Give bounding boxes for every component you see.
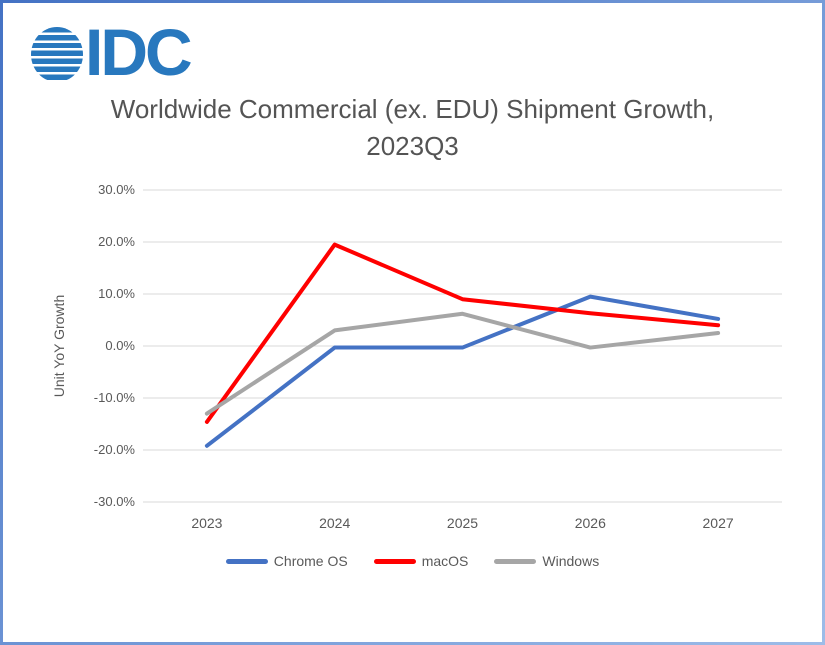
legend-item-chrome-os: Chrome OS bbox=[225, 553, 348, 569]
chart-title-line1: Worldwide Commercial (ex. EDU) Shipment … bbox=[110, 94, 715, 124]
y-tick-label: -20.0% bbox=[93, 442, 135, 457]
x-category-label: 2027 bbox=[702, 515, 734, 531]
legend-line-icon bbox=[494, 558, 537, 564]
idc-logo-text: IDC bbox=[85, 14, 193, 89]
legend-label: Windows bbox=[542, 553, 600, 569]
series-line-macos bbox=[204, 242, 721, 424]
y-tick-label: 10.0% bbox=[98, 286, 135, 301]
series-line-chrome-os bbox=[204, 294, 721, 448]
x-category-label: 2024 bbox=[319, 515, 351, 531]
y-tick-label: -30.0% bbox=[93, 494, 135, 509]
idc-globe-icon bbox=[31, 27, 83, 82]
x-category-label: 2023 bbox=[191, 515, 223, 531]
legend-line-icon bbox=[225, 558, 268, 564]
y-tick-label: 20.0% bbox=[98, 234, 135, 249]
y-tick-label: -10.0% bbox=[93, 390, 135, 405]
legend-item-macos: macOS bbox=[373, 553, 469, 569]
x-category-label: 2025 bbox=[446, 515, 479, 531]
idc-logo: IDC bbox=[31, 14, 193, 89]
chart-title-line2: 2023Q3 bbox=[366, 131, 459, 161]
plot-area bbox=[143, 189, 782, 503]
legend-item-windows: Windows bbox=[494, 553, 599, 569]
chart-title: Worldwide Commercial (ex. EDU) Shipment … bbox=[3, 91, 822, 165]
y-tick-label: 0.0% bbox=[105, 338, 135, 353]
series-line-windows bbox=[204, 311, 721, 416]
legend-line-icon bbox=[373, 558, 416, 564]
legend-label: Chrome OS bbox=[273, 553, 348, 569]
x-category-label: 2026 bbox=[574, 515, 606, 531]
y-tick-label: 30.0% bbox=[98, 182, 135, 197]
legend-label: macOS bbox=[421, 553, 469, 569]
legend: Chrome OS macOS Windows bbox=[3, 553, 822, 569]
